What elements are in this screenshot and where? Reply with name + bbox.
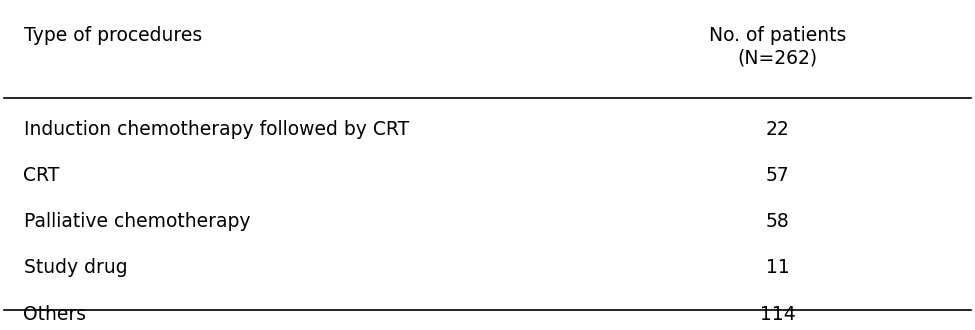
Text: Type of procedures: Type of procedures [23,26,202,45]
Text: 57: 57 [765,166,790,185]
Text: 114: 114 [760,305,796,324]
Text: Palliative chemotherapy: Palliative chemotherapy [23,212,250,231]
Text: 58: 58 [765,212,790,231]
Text: CRT: CRT [23,166,59,185]
Text: 11: 11 [765,258,790,278]
Text: Induction chemotherapy followed by CRT: Induction chemotherapy followed by CRT [23,120,409,139]
Text: Study drug: Study drug [23,258,127,278]
Text: 22: 22 [765,120,790,139]
Text: Others: Others [23,305,87,324]
Text: No. of patients
(N=262): No. of patients (N=262) [709,26,846,67]
